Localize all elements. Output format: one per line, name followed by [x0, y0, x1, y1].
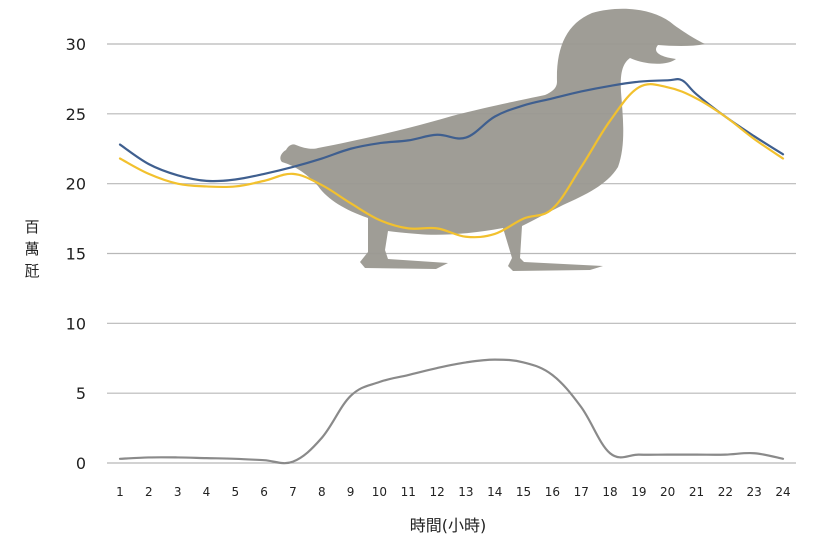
x-tick-label: 22: [718, 485, 733, 499]
series-line-solar: [118, 358, 785, 465]
x-tick-label: 24: [775, 485, 790, 499]
x-tick-label: 20: [660, 485, 675, 499]
y-tick-label: 15: [66, 245, 86, 264]
y-axis-label-char: 萬: [24, 240, 39, 258]
y-axis-label-char: 瓩: [24, 262, 39, 280]
x-tick-label: 12: [429, 485, 444, 499]
y-tick-label: 5: [76, 384, 86, 403]
x-axis-label: 時間(小時): [410, 516, 487, 535]
y-tick-label: 30: [66, 35, 86, 54]
series-line-net: [118, 83, 785, 239]
x-tick-label: 11: [401, 485, 416, 499]
y-tick-label: 20: [66, 175, 86, 194]
y-axis-ticks: 0 5 10 15 20 25 30: [66, 35, 86, 473]
x-tick-label: 16: [545, 485, 560, 499]
y-axis-label: 百萬瓩: [24, 218, 39, 280]
x-tick-label: 13: [458, 485, 473, 499]
x-tick-label: 21: [689, 485, 704, 499]
x-tick-label: 2: [145, 485, 153, 499]
x-tick-label: 15: [516, 485, 531, 499]
y-axis-label-char: 百: [24, 218, 39, 236]
series-lines: [118, 78, 785, 465]
y-tick-label: 0: [76, 454, 86, 473]
x-tick-label: 14: [487, 485, 502, 499]
x-tick-label: 19: [631, 485, 646, 499]
x-tick-label: 5: [231, 485, 239, 499]
y-tick-label: 10: [66, 314, 86, 333]
series-line-total: [118, 78, 785, 183]
duck-silhouette: [280, 8, 705, 271]
x-tick-label: 7: [289, 485, 297, 499]
x-tick-label: 3: [174, 485, 182, 499]
grid-lines: [107, 43, 796, 464]
x-tick-label: 10: [372, 485, 387, 499]
x-tick-label: 23: [747, 485, 762, 499]
y-tick-label: 25: [66, 105, 86, 124]
x-tick-label: 1: [116, 485, 124, 499]
x-tick-label: 9: [347, 485, 355, 499]
x-tick-label: 8: [318, 485, 326, 499]
x-tick-label: 18: [602, 485, 617, 499]
x-tick-label: 4: [203, 485, 211, 499]
x-tick-label: 6: [260, 485, 268, 499]
x-tick-label: 17: [574, 485, 589, 499]
x-axis-ticks: 1 2 3 4 5 6 7 8 9 10 11 12 13 14 15 16 17 18 19 20 21 22 23 24: [116, 485, 790, 499]
